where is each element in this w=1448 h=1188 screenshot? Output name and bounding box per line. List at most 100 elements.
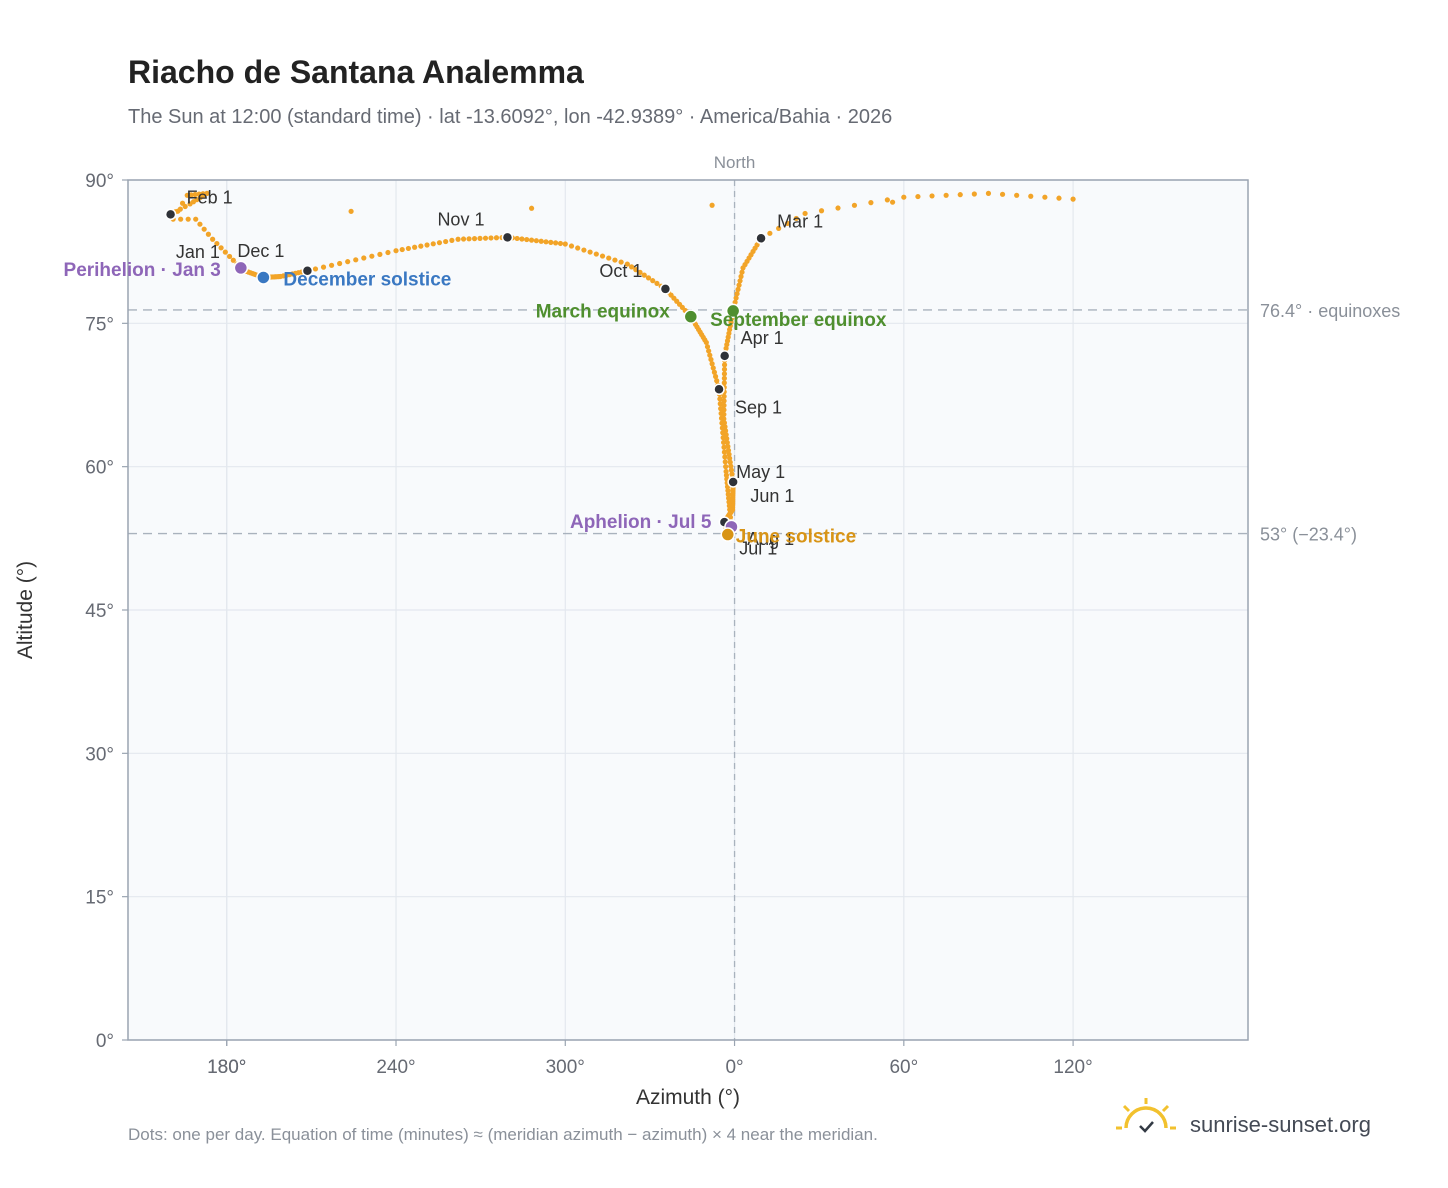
y-tick-label: 45° xyxy=(85,601,114,622)
daily-dot xyxy=(593,251,599,257)
daily-dot xyxy=(369,253,375,259)
daily-dot xyxy=(712,373,719,380)
daily-dot xyxy=(1070,196,1076,202)
daily-dot xyxy=(618,259,624,265)
y-axis-label: Altitude (°) xyxy=(14,561,37,659)
footer-note: Dots: one per day. Equation of time (min… xyxy=(128,1125,878,1144)
month-marker-label: Sep 1 xyxy=(735,397,782,417)
daily-dot xyxy=(553,240,559,246)
daily-dot xyxy=(727,507,733,513)
event-marker-label: March equinox xyxy=(536,302,671,323)
brand-name: sunrise-sunset.org xyxy=(1190,1112,1371,1137)
daily-dot xyxy=(628,264,635,270)
daily-dot xyxy=(185,216,191,222)
x-tick-label: 60° xyxy=(889,1057,918,1078)
daily-dot xyxy=(727,459,733,465)
daily-dot xyxy=(214,240,220,247)
daily-dot xyxy=(915,193,921,200)
daily-dot xyxy=(328,262,335,268)
daily-dot xyxy=(736,282,742,288)
month-marker-label: Aug 1 xyxy=(747,529,794,549)
daily-dot xyxy=(188,192,194,198)
daily-dot xyxy=(412,244,418,250)
daily-dot xyxy=(548,239,554,245)
event-marker-label: Aphelion · Jul 5 xyxy=(570,512,712,533)
daily-dot xyxy=(418,243,424,249)
daily-dot xyxy=(722,459,728,465)
month-marker xyxy=(755,232,767,245)
daily-dot xyxy=(720,439,727,446)
daily-dot xyxy=(721,371,728,377)
daily-dot xyxy=(835,205,841,211)
daily-dot xyxy=(884,197,890,203)
daily-dot xyxy=(430,241,436,247)
daily-dot xyxy=(721,393,727,399)
month-marker-label: Dec 1 xyxy=(237,241,284,261)
daily-dot xyxy=(633,267,639,273)
daily-dot xyxy=(1056,195,1062,201)
daily-dot xyxy=(222,249,228,255)
event-marker xyxy=(725,303,741,319)
daily-dot xyxy=(737,278,743,284)
daily-dot xyxy=(721,444,727,450)
daily-dot xyxy=(205,231,212,237)
y-tick-label: 90° xyxy=(85,171,114,192)
x-tick-label: 0° xyxy=(725,1057,743,1078)
daily-dot xyxy=(708,356,714,363)
x-tick-label: 240° xyxy=(376,1057,415,1078)
sun-logo-icon xyxy=(1116,1098,1176,1133)
daily-dot xyxy=(519,236,525,242)
daily-dot xyxy=(575,245,581,251)
daily-dot xyxy=(719,420,725,426)
x-axis-label: Azimuth (°) xyxy=(636,1086,740,1109)
daily-dot xyxy=(493,235,500,241)
daily-dot xyxy=(721,398,727,404)
y-tick-label: 15° xyxy=(85,888,114,909)
daily-dot xyxy=(353,257,359,263)
daily-dot xyxy=(543,239,549,245)
daily-dot xyxy=(957,192,963,198)
daily-dot xyxy=(851,202,858,208)
daily-dot xyxy=(727,510,733,517)
y-axis-ticks: 0° 15° 30° 45° 60° 75° 90° xyxy=(85,171,128,1052)
daily-dot xyxy=(985,190,992,196)
daily-dot xyxy=(471,236,478,242)
daily-dot xyxy=(999,191,1006,197)
daily-dot xyxy=(587,249,593,255)
month-marker-label: May 1 xyxy=(736,462,785,482)
daily-dot xyxy=(725,447,732,454)
month-marker xyxy=(659,283,672,295)
event-marker-label: September equinox xyxy=(710,310,887,331)
daily-dot xyxy=(624,261,630,267)
daily-dot xyxy=(726,495,732,501)
daily-dot xyxy=(727,514,734,520)
daily-dot xyxy=(1014,192,1020,198)
daily-dot xyxy=(721,362,728,368)
daily-dot xyxy=(709,202,715,208)
daily-dot xyxy=(455,236,461,242)
daily-dot xyxy=(725,443,731,450)
daily-dot xyxy=(443,238,449,245)
month-marker-label: Jan 1 xyxy=(176,242,220,262)
daily-dot xyxy=(377,251,383,257)
north-label: North xyxy=(714,153,756,172)
daily-dot xyxy=(709,361,715,367)
daily-dot xyxy=(514,235,520,242)
daily-dot xyxy=(645,275,652,281)
daily-dot xyxy=(581,247,587,253)
daily-dot xyxy=(721,366,728,372)
daily-dot xyxy=(729,471,735,477)
daily-dot xyxy=(720,430,726,436)
daily-dot xyxy=(706,348,712,354)
month-marker-label: Jun 1 xyxy=(750,486,794,506)
daily-dot xyxy=(723,472,730,478)
month-marker-label: Feb 1 xyxy=(187,187,233,207)
daily-dot xyxy=(726,499,732,505)
daily-dot xyxy=(721,380,727,386)
daily-dot xyxy=(704,344,711,350)
daily-dot xyxy=(184,192,190,198)
daily-dot xyxy=(718,415,725,421)
daily-dot xyxy=(177,206,183,212)
daily-dot xyxy=(182,203,188,210)
